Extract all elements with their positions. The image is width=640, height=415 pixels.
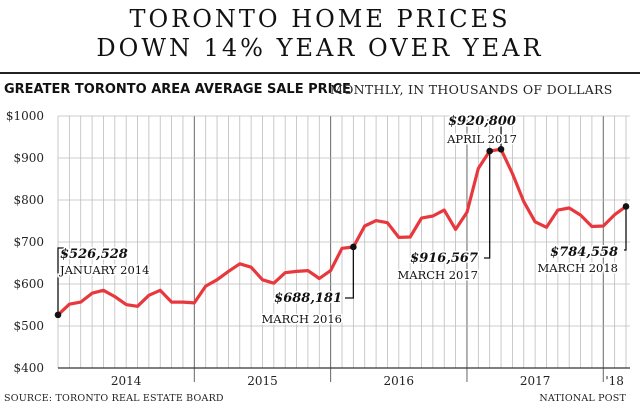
annotation-leader-line [624,206,627,251]
annotation-leader-line [487,119,502,150]
annotation-label: MARCH 2016 [262,312,343,326]
y-tick-label: $800 [13,193,44,207]
annotation-leader-line [345,246,355,299]
annotation-marker [622,203,630,210]
y-tick-label: $1000 [6,109,44,123]
x-tick-label: 2016 [384,374,415,388]
y-tick-label: $600 [13,277,44,291]
y-tick-label: $400 [13,361,44,375]
chart-subtitle: GREATER TORONTO AREA AVERAGE SALE PRICE [4,82,351,97]
source-note: SOURCE: TORONTO REAL ESTATE BOARD [4,393,224,404]
annotation-label: MARCH 2018 [538,261,619,275]
annotation-label: APRIL 2017 [446,132,517,146]
annotation-marker [486,147,493,155]
annotation-marker [350,243,357,251]
price-series-line [56,147,628,317]
chart-title-line-1: TORONTO HOME PRICES [129,5,511,33]
annotation-leader-line [57,247,64,315]
x-tick-label: 2017 [520,374,551,388]
annotation-value: $784,558 [550,245,618,260]
annotation-label: MARCH 2017 [398,268,479,282]
annotation-value: $688,181 [274,291,342,306]
annotation-label: JANUARY 2014 [59,263,149,277]
x-tick-label: 2015 [247,374,278,388]
annotation-value: $920,800 [448,114,516,129]
title-divider [0,72,640,74]
y-tick-label: $900 [13,151,44,165]
annotation-value: $526,528 [60,247,128,262]
annotation-marker [54,311,62,319]
annotation-value: $916,567 [410,251,478,266]
x-tick-label: '18 [605,374,624,388]
credit-note: NATIONAL POST [539,393,626,404]
y-tick-label: $500 [13,319,44,333]
annotation-marker [497,145,505,153]
y-tick-label: $700 [13,235,44,249]
chart-units-note: MONTHLY, IN THOUSANDS OF DOLLARS [330,82,613,97]
x-tick-label: 2014 [111,374,142,388]
chart-title-line-2: DOWN 14% YEAR OVER YEAR [96,34,544,62]
annotation-leader-line [484,151,491,259]
